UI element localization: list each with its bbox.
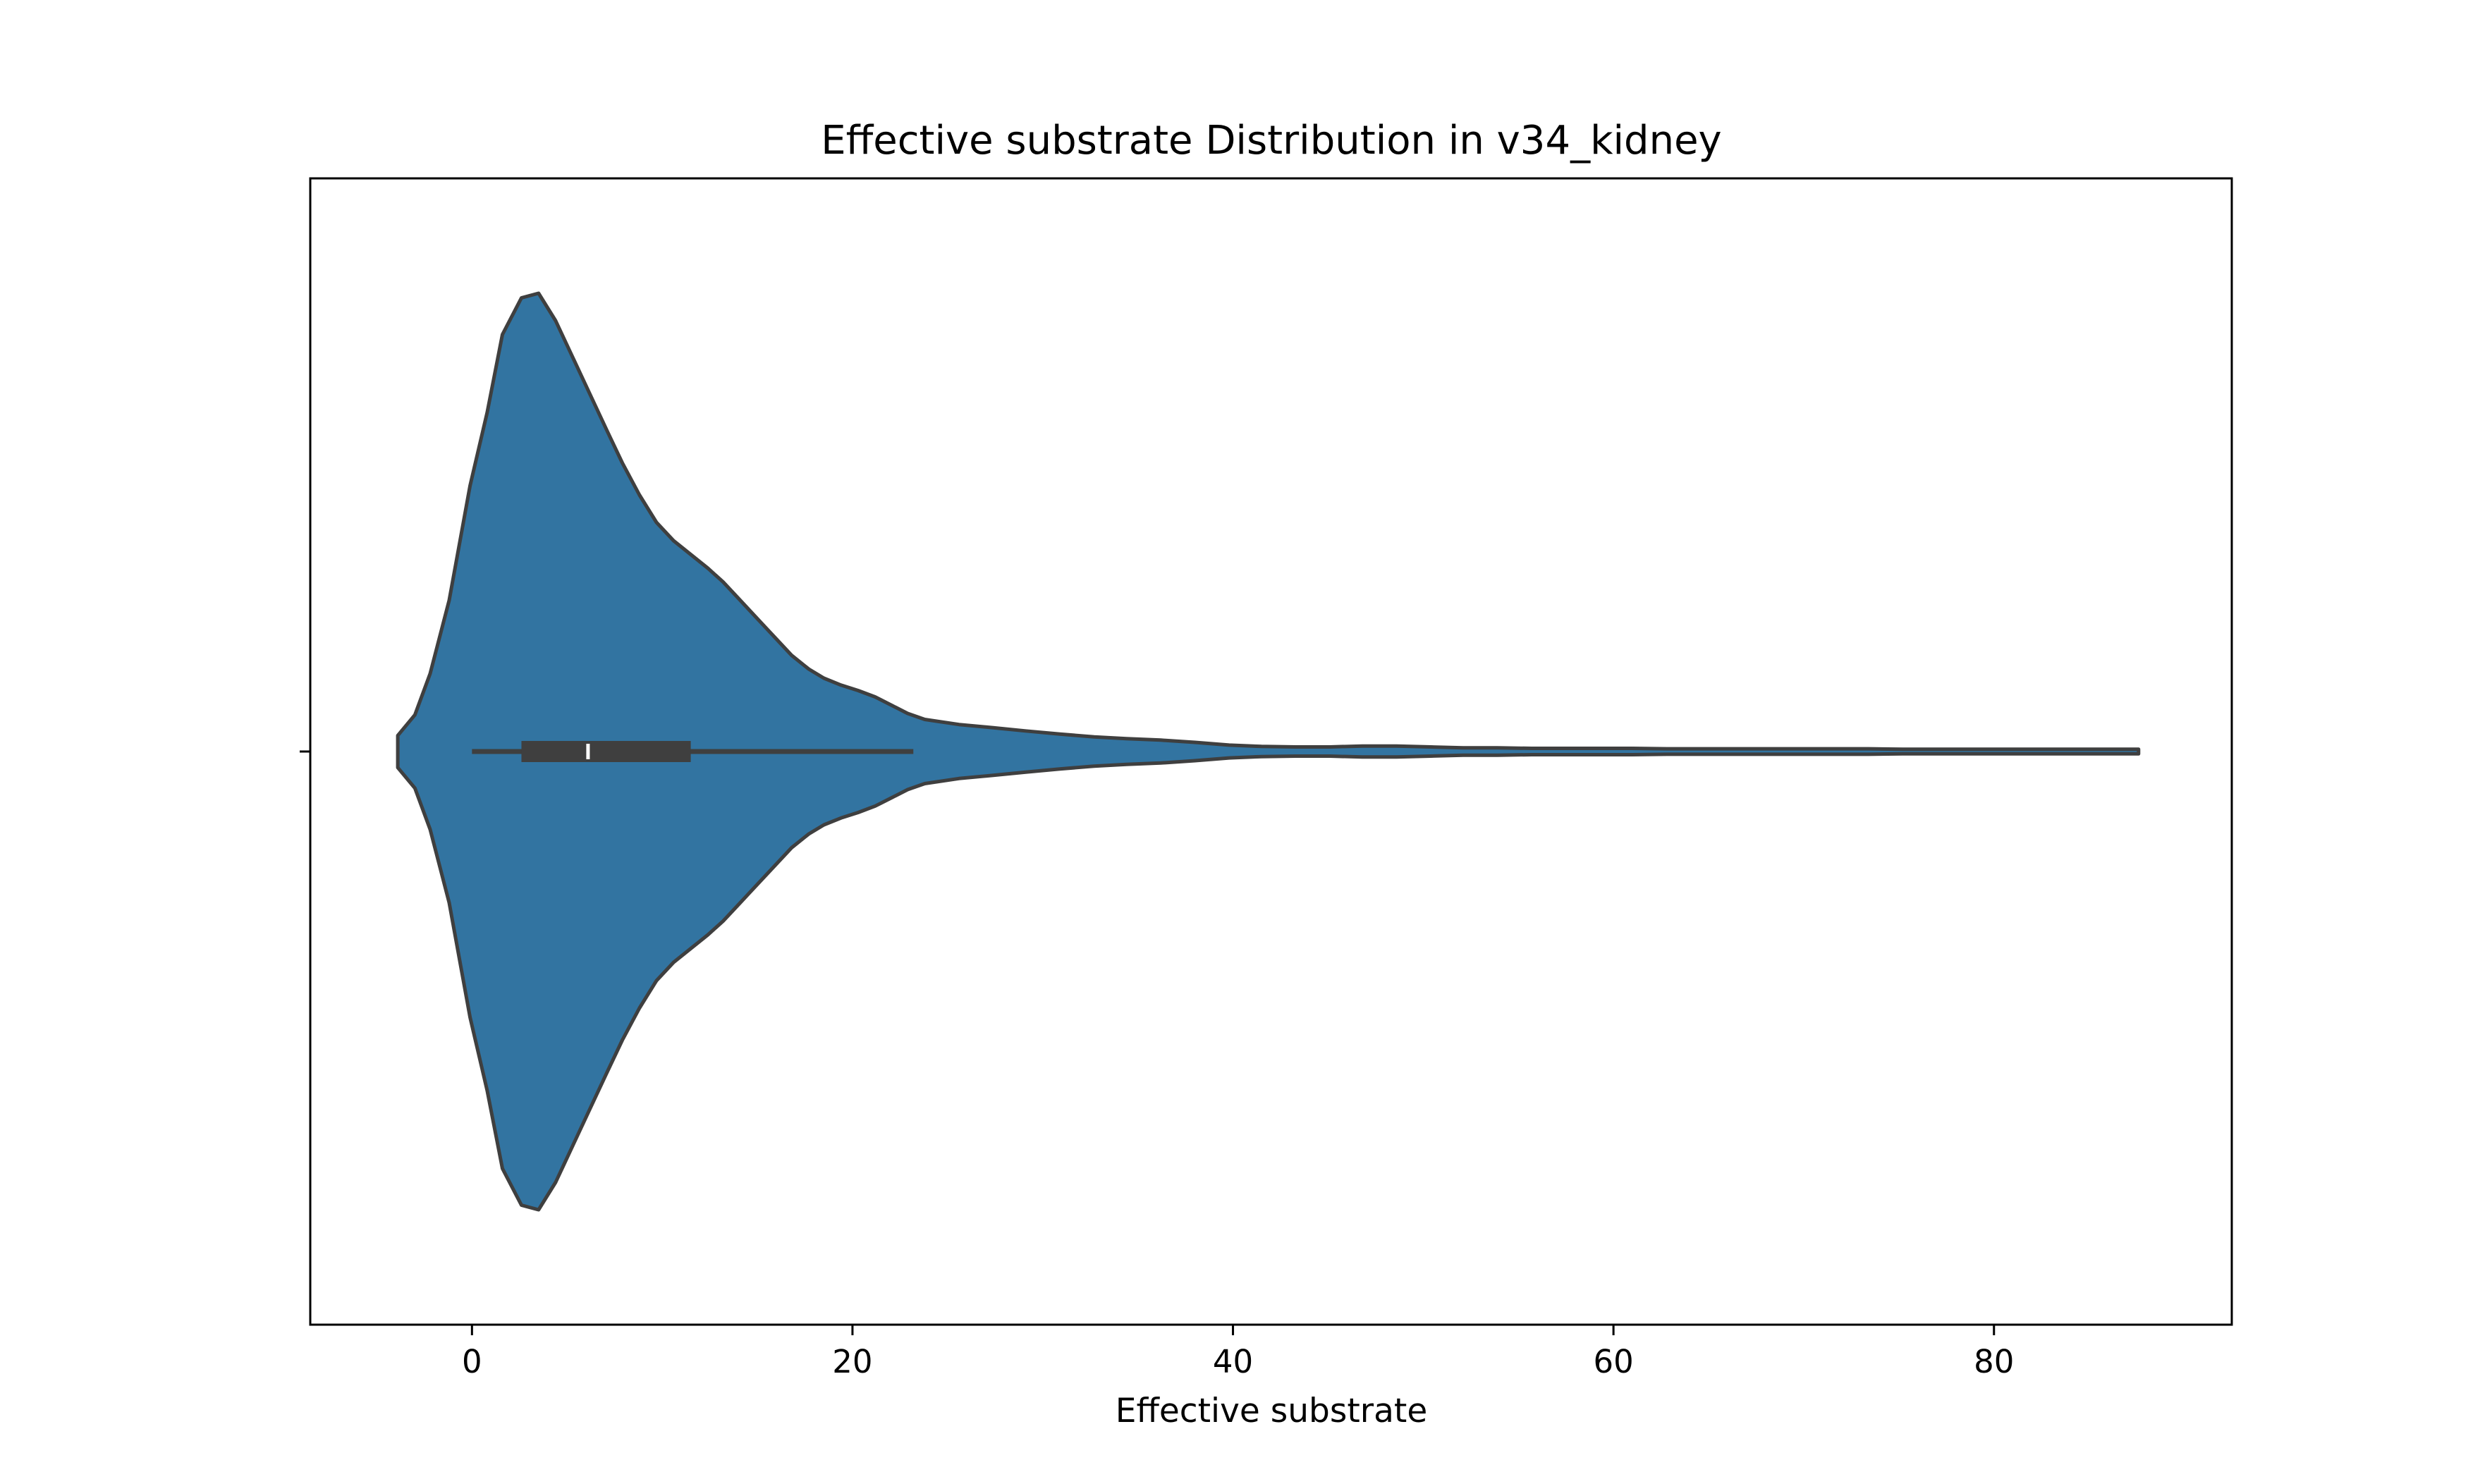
x-axis-label: Effective substrate <box>1116 1392 1427 1430</box>
x-axis-ticks: 0 20 40 60 80 <box>462 1325 2014 1380</box>
x-tick-label: 80 <box>1974 1343 2014 1380</box>
x-tick-label: 0 <box>462 1343 482 1380</box>
inner-box-group <box>472 741 914 762</box>
iqr-box <box>521 741 691 762</box>
x-tick-label: 60 <box>1594 1343 1634 1380</box>
violin-body-group <box>396 291 2141 1212</box>
violin-body <box>396 291 2141 1212</box>
x-tick-label: 40 <box>1213 1343 1253 1380</box>
x-tick-label: 20 <box>832 1343 872 1380</box>
chart-title: Effective substrate Distribution in v34_… <box>821 118 1721 164</box>
